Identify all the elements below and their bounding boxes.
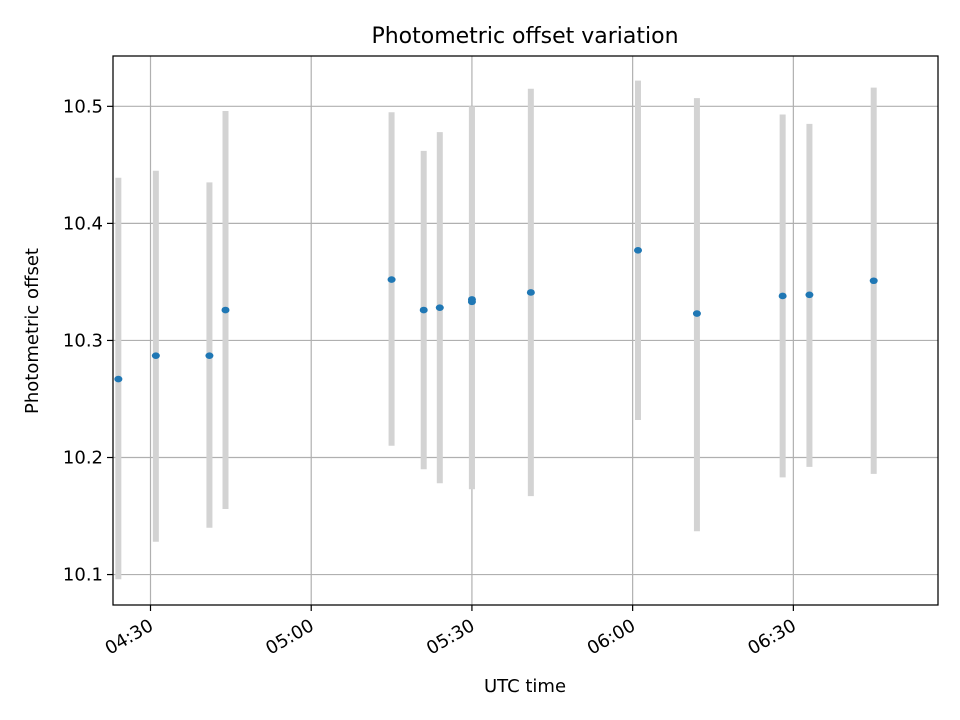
data-point: [387, 276, 396, 283]
y-axis-label: Photometric offset: [22, 248, 43, 414]
y-tick-label: 10.1: [63, 565, 103, 586]
data-points: [114, 247, 878, 383]
data-point: [435, 304, 444, 311]
chart-title: Photometric offset variation: [371, 24, 678, 49]
data-point: [869, 277, 878, 285]
data-point: [419, 306, 428, 314]
plot-frame: [112, 55, 939, 606]
y-axis-ticks: 10.1 10.2 10.3 10.4 10.5: [63, 96, 113, 586]
data-point: [205, 352, 214, 359]
data-point: [805, 291, 814, 299]
data-point: [221, 306, 230, 314]
y-tick-label: 10.2: [63, 448, 103, 469]
data-point: [692, 310, 701, 317]
data-point: [634, 247, 642, 254]
y-tick-label: 10.5: [63, 96, 103, 117]
data-point: [526, 289, 535, 296]
data-point: [114, 375, 123, 383]
y-tick-label: 10.4: [63, 213, 103, 234]
y-tick-label: 10.3: [63, 330, 103, 351]
data-point: [151, 352, 160, 359]
data-point: [467, 298, 476, 306]
data-point: [778, 292, 787, 300]
x-axis-label: UTC time: [484, 676, 566, 697]
